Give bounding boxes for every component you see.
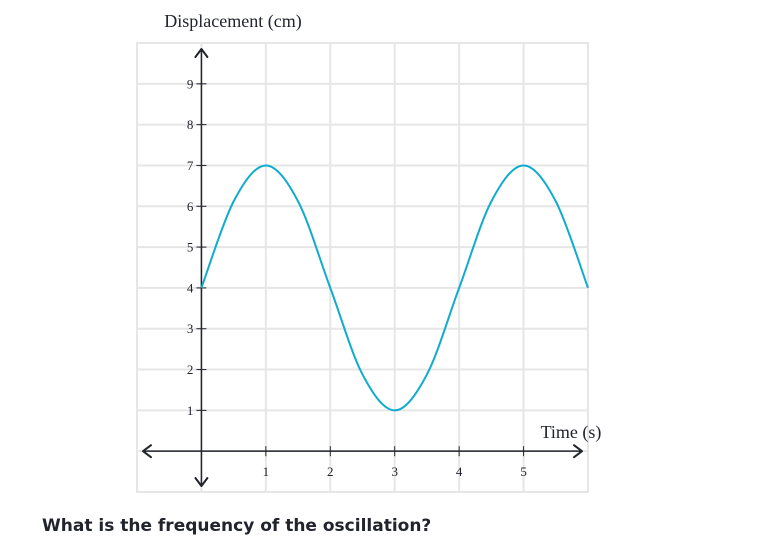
displacement-time-chart: 1 2 3 4 5 1 2 3 4 5 6 7 8 9 Displacement (cm) Time (s… (136, 11, 602, 493)
y-axis-label: Displacement (cm) (164, 11, 301, 32)
chart-grid (136, 42, 589, 493)
x-tick-label: 2 (327, 464, 334, 479)
grid-border (136, 42, 589, 493)
y-tick-label: 5 (187, 240, 194, 255)
question-text: What is the frequency of the oscillation… (42, 516, 432, 536)
y-axis-up-arrow (194, 48, 209, 58)
y-axis-down-arrow (194, 477, 209, 487)
y-tick-label: 1 (187, 403, 194, 418)
chart-axes (142, 48, 583, 487)
x-tick-label: 5 (520, 464, 527, 479)
x-tick-label: 3 (391, 464, 398, 479)
x-axis-right-arrow (573, 444, 583, 459)
y-tick-label: 2 (187, 362, 194, 377)
y-tick-label: 3 (187, 321, 194, 336)
y-tick-label: 7 (187, 158, 194, 173)
chart-series (200, 164, 589, 412)
x-axis-label: Time (s) (541, 422, 602, 443)
x-axis-left-arrow (142, 444, 152, 459)
y-tick-label: 8 (187, 117, 194, 132)
x-tick-label: 4 (456, 464, 463, 479)
y-tick-label: 4 (187, 280, 194, 295)
y-tick-label: 6 (187, 199, 194, 214)
y-tick-label: 9 (187, 76, 194, 91)
chart-ticks: 1 2 3 4 5 1 2 3 4 5 6 7 8 9 (187, 76, 527, 479)
data-series-line (200, 164, 589, 412)
x-tick-label: 1 (263, 464, 270, 479)
